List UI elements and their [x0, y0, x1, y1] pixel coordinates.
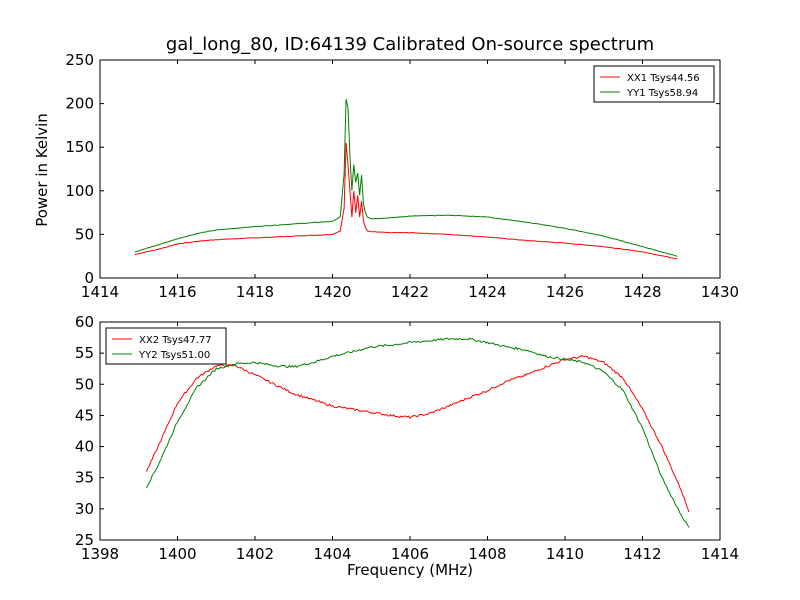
top-x-tick-label: 1426	[546, 283, 584, 301]
bottom-x-tick-label: 1408	[468, 545, 506, 563]
top-y-tick-label: 250	[65, 51, 94, 69]
top-x-tick-label: 1428	[623, 283, 661, 301]
bottom-series-line-2	[146, 337, 690, 528]
bottom-y-tick-label: 50	[75, 375, 94, 393]
top-x-tick-label: 1422	[391, 283, 429, 301]
bottom-panel: 1398 1400 1402 1404 1406 1408 1410 1412 1414 25 30…	[75, 313, 739, 563]
bottom-y-tick-label: 35	[75, 469, 94, 487]
bottom-y-tick-label: 30	[75, 500, 94, 518]
top-panel: 1414 1416 1418 1420 1422 1424 1426 1428 1430 0 50 1…	[65, 51, 739, 301]
top-legend-box	[593, 65, 715, 103]
bottom-y-tick-label: 60	[75, 313, 94, 331]
bottom-y-tick-label: 40	[75, 438, 94, 456]
top-y-tick-label: 100	[65, 182, 94, 200]
top-y-tick-label: 50	[75, 225, 94, 243]
bottom-y-tick-label: 25	[75, 531, 94, 549]
top-series-line-1	[134, 142, 678, 260]
bottom-x-tick-label: 1406	[391, 545, 429, 563]
bottom-x-tick-label: 1402	[236, 545, 274, 563]
top-x-tick-label: 1424	[468, 283, 506, 301]
bottom-series-line-1	[146, 355, 690, 513]
bottom-x-tick-label: 1398	[81, 545, 119, 563]
bottom-x-tick-label: 1410	[546, 545, 584, 563]
bottom-x-tick-label: 1400	[158, 545, 196, 563]
top-series-line-2	[134, 99, 678, 257]
top-x-tick-label: 1430	[701, 283, 739, 301]
bottom-legend-box	[105, 327, 227, 365]
bottom-x-axis-label: Frequency (MHz)	[346, 561, 474, 579]
bottom-y-tick-label: 45	[75, 406, 94, 424]
top-legend-label-2: YY1 Tsys58.94	[626, 88, 698, 99]
top-y-tick-label: 0	[84, 269, 94, 287]
top-x-tick-label: 1414	[81, 283, 119, 301]
top-x-tick-label: 1416	[158, 283, 196, 301]
top-x-tick-label: 1420	[313, 283, 351, 301]
bottom-y-tick-label: 55	[75, 344, 94, 362]
top-legend-label-1: XX1 Tsys44.56	[627, 73, 700, 84]
bottom-x-tick-label: 1412	[623, 545, 661, 563]
bottom-x-tick-label: 1404	[313, 545, 351, 563]
bottom-x-tick-label: 1414	[701, 545, 739, 563]
top-y-tick-label: 150	[65, 138, 94, 156]
bottom-legend-label-2: YY2 Tsys51.00	[138, 350, 210, 361]
top-x-tick-label: 1418	[236, 283, 274, 301]
bottom-legend-label-1: XX2 Tsys47.77	[139, 335, 212, 346]
chart-title: gal_long_80, ID:64139 Calibrated On-sour…	[165, 34, 655, 55]
top-y-tick-label: 200	[65, 95, 94, 113]
